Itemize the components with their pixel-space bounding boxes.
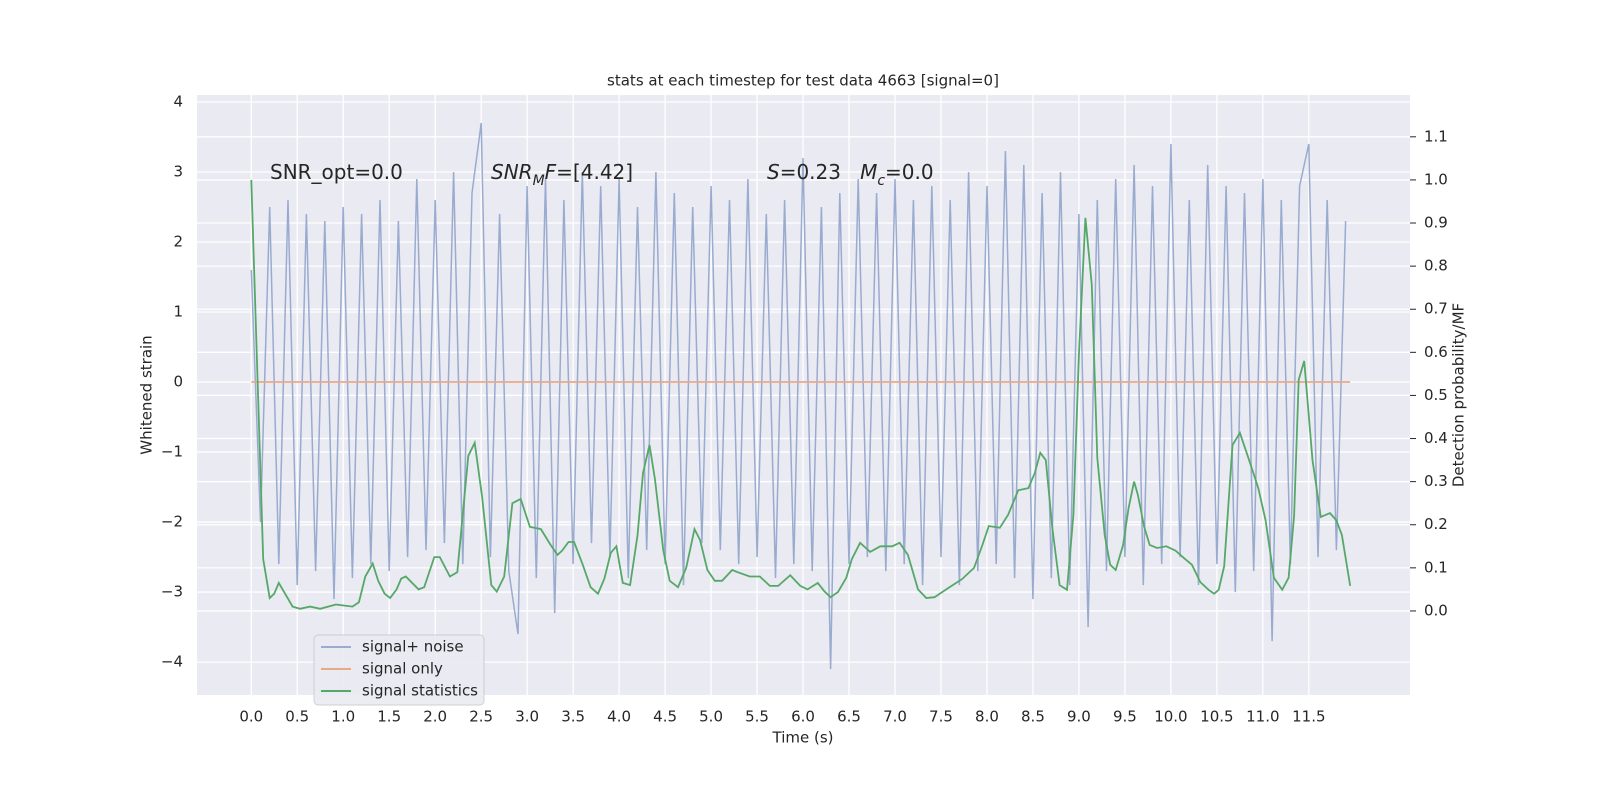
annotation-part: SNR_opt=0.0 bbox=[270, 160, 403, 184]
x-tick-label: 11.5 bbox=[1292, 708, 1325, 726]
x-tick-label: 10.5 bbox=[1200, 708, 1233, 726]
y2-tick-label: 0.5 bbox=[1424, 386, 1448, 404]
x-tick-label: 5.5 bbox=[745, 708, 769, 726]
x-tick-label: 7.0 bbox=[883, 708, 907, 726]
x-tick-label: 2.5 bbox=[469, 708, 493, 726]
annotation-part: =[4.42] bbox=[556, 160, 633, 184]
y2-axis-label: Detection probability/MF bbox=[1450, 303, 1468, 487]
marks bbox=[250, 122, 1352, 670]
chart-title: stats at each timestep for test data 466… bbox=[607, 72, 999, 90]
y-tick-label: 1 bbox=[173, 303, 183, 321]
x-tick-label: 3.5 bbox=[561, 708, 585, 726]
y2-tick-label: 0.4 bbox=[1424, 429, 1448, 447]
y-tick-label: 4 bbox=[173, 93, 183, 111]
y2-tick-label: 0.3 bbox=[1424, 472, 1448, 490]
annotation: SNRMF=[4.42] bbox=[491, 160, 633, 190]
y-tick-label: −1 bbox=[161, 443, 183, 461]
x-tick-label: 10.0 bbox=[1154, 708, 1187, 726]
x-tick-label: 4.5 bbox=[653, 708, 677, 726]
y-tick-label: 2 bbox=[173, 233, 183, 251]
x-tick-label: 6.0 bbox=[791, 708, 815, 726]
annotation-part: M bbox=[860, 160, 877, 184]
x-tick-label: 8.0 bbox=[975, 708, 999, 726]
legend-box bbox=[313, 634, 485, 706]
y2-tick-label: 0.9 bbox=[1424, 214, 1448, 232]
annotation-part: c bbox=[877, 173, 885, 189]
x-tick-label: 1.5 bbox=[377, 708, 401, 726]
annotations: SNR_opt=0.0 SNRMF=[4.42] S=0.23 Mc=0.0 bbox=[270, 160, 934, 190]
x-tick-label: 3.0 bbox=[515, 708, 539, 726]
x-tick-label: 1.0 bbox=[331, 708, 355, 726]
y-tick-label: −4 bbox=[161, 653, 183, 671]
x-tick-label: 5.0 bbox=[699, 708, 723, 726]
annotation: S=0.23 Mc=0.0 bbox=[767, 160, 934, 190]
x-tick-label: 8.5 bbox=[1021, 708, 1045, 726]
x-tick-label: 7.5 bbox=[929, 708, 953, 726]
annotation-part: =0.0 bbox=[885, 160, 934, 184]
y2-tick-label: 0.1 bbox=[1424, 558, 1448, 576]
y-tick-label: 0 bbox=[173, 373, 183, 391]
annotation-part: S bbox=[767, 160, 780, 184]
x-axis-label: Time (s) bbox=[772, 729, 834, 747]
annotation-part: SNR bbox=[491, 160, 533, 184]
x-tick-label: 0.5 bbox=[285, 708, 309, 726]
x-tick-label: 9.0 bbox=[1067, 708, 1091, 726]
x-tick-label: 2.0 bbox=[423, 708, 447, 726]
legend-label: signal only bbox=[362, 660, 443, 678]
series-line bbox=[250, 179, 1352, 610]
y2-tick-label: 0.2 bbox=[1424, 515, 1448, 533]
y-axis-label: Whitened strain bbox=[138, 335, 156, 454]
annotation-part: F bbox=[545, 160, 557, 184]
y2-tick-label: 0.8 bbox=[1424, 257, 1448, 275]
y-tick-label: −3 bbox=[161, 583, 183, 601]
x-tick-label: 6.5 bbox=[837, 708, 861, 726]
annotation-part: =0.23 bbox=[780, 160, 860, 184]
series-line bbox=[250, 122, 1347, 670]
annotation: SNR_opt=0.0 bbox=[270, 160, 403, 184]
y2-tick-label: 0.0 bbox=[1424, 601, 1448, 619]
x-tick-label: 9.5 bbox=[1113, 708, 1137, 726]
y2-tick-label: 1.0 bbox=[1424, 170, 1448, 188]
ticks: 0.0 0.5 1.0 1.5 2.0 2.5 3.0 3.5 4.0 4.5 5.0 5.5 6.0 6… bbox=[161, 93, 1448, 726]
y-tick-label: −2 bbox=[161, 513, 183, 531]
x-tick-label: 4.0 bbox=[607, 708, 631, 726]
legend-label: signal statistics bbox=[362, 682, 478, 700]
y2-tick-label: 1.1 bbox=[1424, 127, 1448, 145]
legend: signal+ noise signal only signal statistic… bbox=[313, 634, 485, 706]
legend-label: signal+ noise bbox=[362, 638, 464, 656]
y2-tick-label: 0.6 bbox=[1424, 343, 1448, 361]
x-tick-label: 11.0 bbox=[1246, 708, 1279, 726]
x-tick-label: 0.0 bbox=[239, 708, 263, 726]
y-tick-label: 3 bbox=[173, 163, 183, 181]
y2-tick-label: 0.7 bbox=[1424, 300, 1448, 318]
annotation-part: M bbox=[533, 173, 545, 189]
